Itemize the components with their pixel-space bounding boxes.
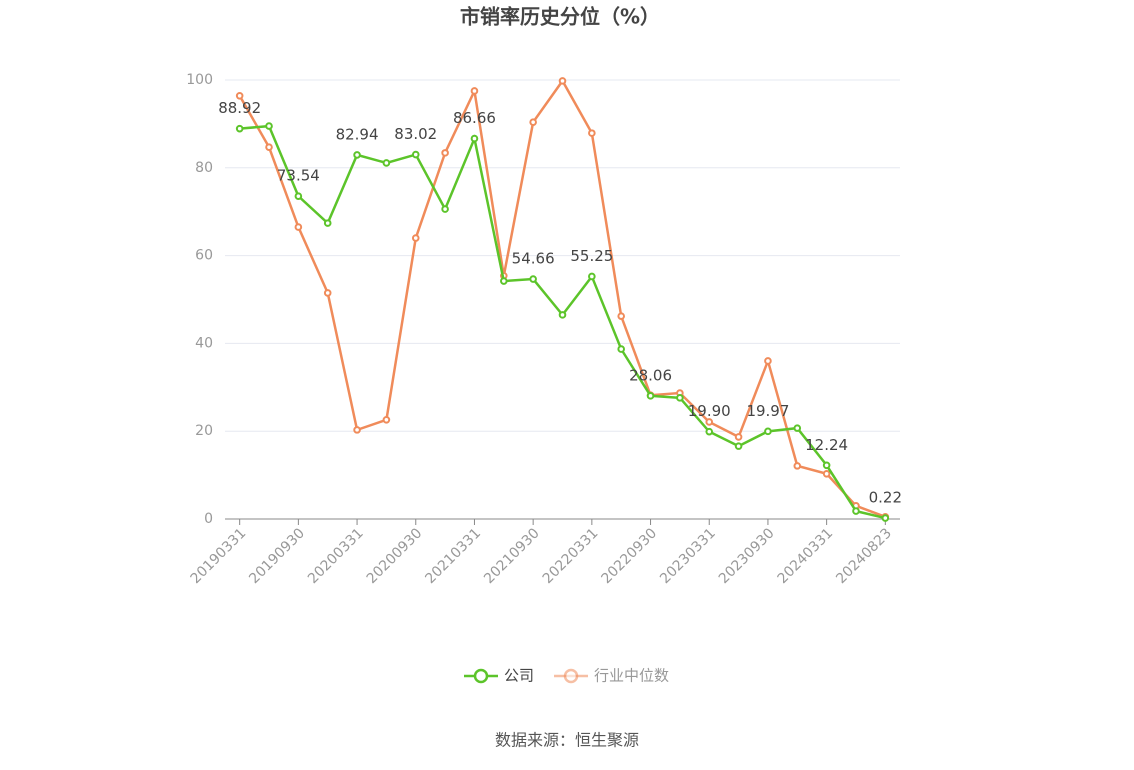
x-tick-label: 20240823 — [833, 525, 895, 587]
x-tick-label: 20190930 — [246, 525, 308, 587]
series-line — [238, 78, 886, 518]
x-tick-label: 20240331 — [775, 525, 837, 587]
x-tick-label: 20200930 — [364, 525, 426, 587]
point — [323, 289, 332, 297]
data-label: 0.22 — [869, 489, 902, 507]
point — [470, 134, 479, 143]
point — [852, 507, 860, 515]
point — [294, 223, 303, 231]
point — [793, 462, 802, 470]
point — [705, 418, 714, 426]
point — [411, 234, 420, 242]
point — [382, 159, 391, 167]
x-tick-label: 20190331 — [188, 525, 250, 587]
point — [470, 87, 479, 95]
point — [705, 427, 714, 436]
point — [793, 424, 802, 432]
point — [529, 275, 537, 283]
y-tick-label: 80 — [195, 160, 213, 176]
x-tick-label: 20210930 — [481, 525, 543, 587]
point — [822, 461, 831, 470]
point — [588, 129, 596, 137]
point — [382, 415, 391, 424]
x-tick-label: 20230930 — [716, 525, 778, 587]
data-label: 28.06 — [629, 366, 672, 384]
point — [617, 312, 625, 320]
point — [265, 122, 273, 130]
point — [734, 433, 743, 441]
point — [323, 219, 332, 227]
point — [441, 149, 449, 157]
data-label: 55.25 — [570, 247, 613, 265]
legend-marker[interactable] — [473, 668, 489, 684]
point — [588, 272, 596, 281]
point — [676, 394, 684, 402]
point — [558, 77, 567, 85]
point — [353, 151, 361, 159]
legend-label[interactable]: 公司 — [504, 667, 534, 685]
point — [764, 357, 772, 365]
point — [881, 514, 890, 522]
point — [764, 427, 772, 436]
y-tick-label: 40 — [195, 335, 213, 351]
data-label: 12.24 — [805, 436, 848, 454]
data-label: 19.90 — [688, 402, 731, 420]
y-tick-label: 20 — [195, 423, 213, 439]
x-tick-label: 20220331 — [540, 525, 602, 587]
y-tick-label: 60 — [195, 248, 213, 264]
point — [822, 469, 831, 478]
x-tick-label: 20220930 — [598, 525, 660, 587]
point — [265, 143, 273, 151]
legend-marker[interactable] — [563, 668, 579, 684]
point — [646, 392, 655, 400]
point — [529, 118, 537, 126]
data-label: 88.92 — [218, 99, 261, 117]
point — [558, 311, 567, 319]
data-label: 83.02 — [394, 125, 437, 143]
data-label: 19.97 — [746, 402, 789, 420]
data-label: 82.94 — [336, 125, 379, 143]
data-label: 73.54 — [277, 167, 320, 185]
point — [294, 192, 303, 200]
chart-title: 市销率历史分位（%） — [460, 5, 660, 29]
source: 数据来源：恒生聚源 — [495, 731, 639, 750]
point — [617, 345, 625, 353]
point — [500, 277, 508, 285]
y-tick-label: 100 — [186, 72, 213, 88]
x-tick-label: 20200331 — [305, 525, 367, 587]
data-label: 54.66 — [512, 250, 555, 268]
point — [235, 92, 244, 100]
point — [734, 442, 743, 450]
x-tick-label: 20210331 — [422, 525, 484, 587]
series-line — [239, 124, 886, 520]
point — [441, 205, 449, 213]
point — [235, 124, 244, 133]
point — [411, 150, 420, 159]
point — [353, 426, 361, 434]
data-label: 86.66 — [453, 109, 496, 127]
legend-label[interactable]: 行业中位数 — [594, 667, 669, 685]
y-tick-label: 0 — [204, 511, 213, 527]
x-tick-label: 20230331 — [657, 525, 719, 587]
